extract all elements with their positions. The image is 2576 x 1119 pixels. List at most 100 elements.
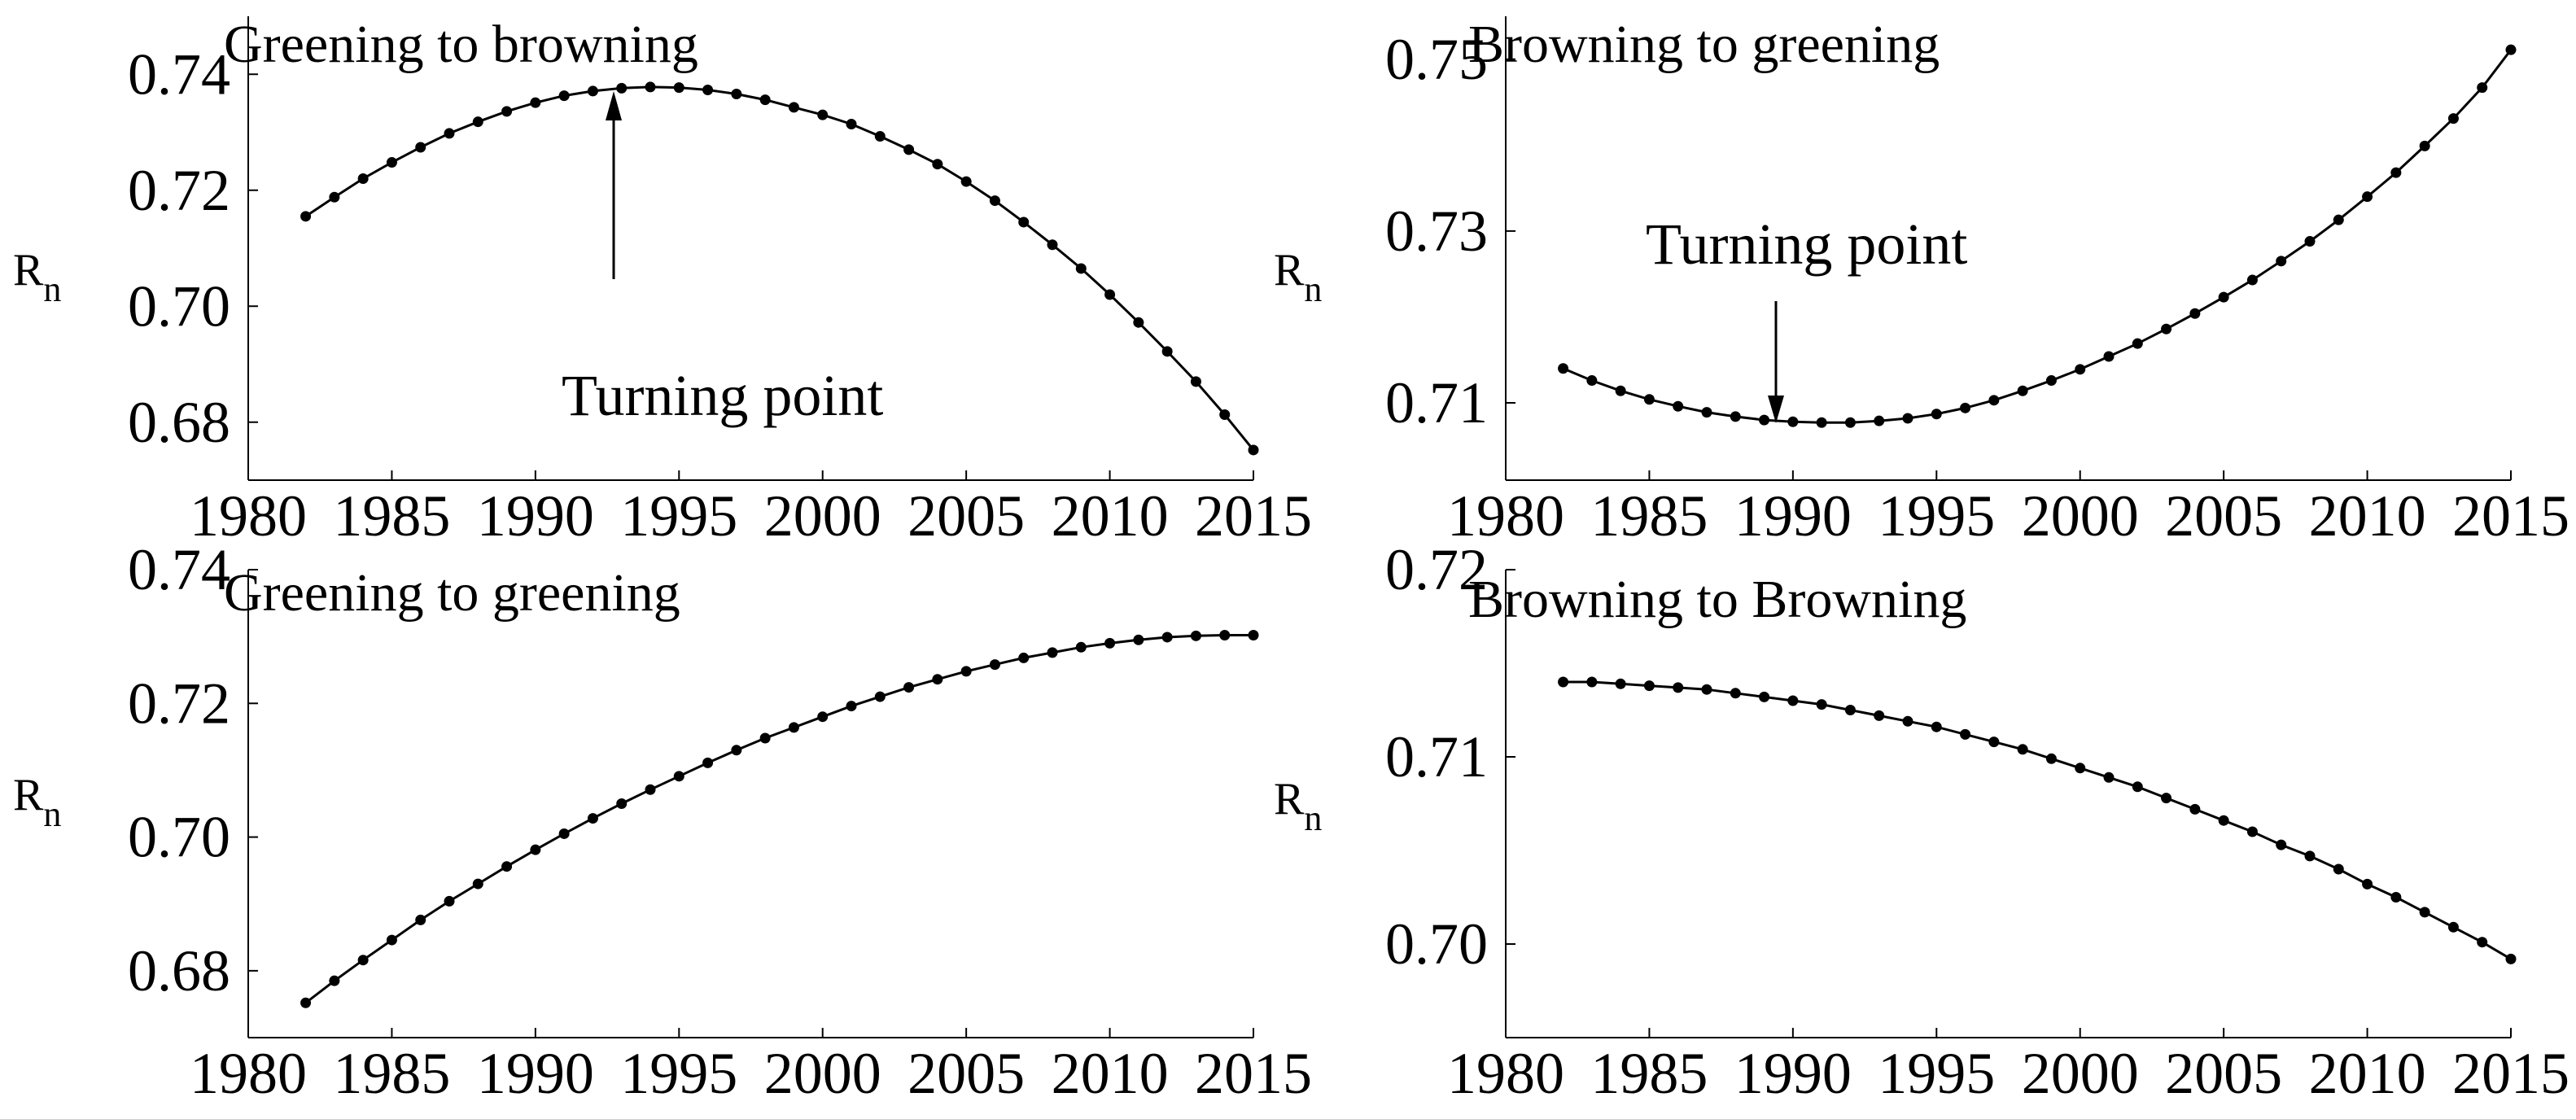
data-point	[1759, 691, 1770, 702]
x-tick-label: 1985	[1590, 1041, 1708, 1106]
data-point	[2304, 236, 2316, 247]
x-tick-label: 2005	[2165, 1041, 2282, 1106]
x-tick-label: 1980	[1447, 1041, 1564, 1106]
data-point	[2246, 274, 2258, 286]
x-tick-label: 1990	[477, 1041, 594, 1106]
data-point	[1104, 637, 1116, 649]
data-point	[1874, 415, 1885, 426]
data-point	[673, 82, 684, 94]
data-point	[903, 144, 915, 155]
data-point	[2132, 338, 2143, 349]
data-point	[1586, 375, 1598, 387]
y-axis-label: Rn	[13, 245, 61, 309]
data-point	[874, 691, 886, 702]
data-point	[2017, 744, 2028, 755]
data-point	[530, 97, 541, 108]
x-tick-label: 2010	[1052, 1041, 1169, 1106]
y-axis-label: Rn	[1274, 774, 1322, 838]
data-point	[357, 955, 369, 966]
turning-point-arrowhead	[606, 91, 622, 120]
x-tick-label: 2010	[2309, 483, 2426, 549]
data-point	[415, 142, 426, 153]
data-point	[1075, 641, 1087, 653]
x-tick-label: 1980	[1447, 483, 1564, 549]
turning-point-annotation: Turning point	[1646, 212, 1967, 277]
data-point	[2390, 167, 2402, 178]
data-point	[558, 828, 570, 839]
data-point	[2505, 953, 2517, 964]
data-point	[2218, 815, 2229, 826]
y-tick-label: 0.73	[1385, 199, 1488, 264]
data-point	[2447, 113, 2459, 125]
data-point	[2103, 351, 2115, 362]
data-point	[1219, 409, 1231, 420]
data-point	[1931, 721, 1942, 732]
data-point	[903, 682, 915, 693]
x-tick-label: 1985	[333, 483, 450, 549]
chart-title: Greening to greening	[224, 563, 680, 623]
data-point	[444, 895, 455, 907]
x-tick-label: 1990	[1734, 1041, 1852, 1106]
data-point	[558, 90, 570, 102]
y-tick-label: 0.75	[1385, 27, 1488, 92]
x-tick-label: 2000	[2022, 483, 2139, 549]
data-point	[2189, 308, 2201, 319]
chart-title: Browning to Browning	[1468, 570, 1966, 629]
turning-point-annotation: Turning point	[562, 363, 883, 428]
y-tick-label: 0.74	[128, 42, 230, 107]
data-point	[2246, 826, 2258, 837]
data-point	[874, 130, 886, 142]
data-point	[960, 176, 972, 187]
data-point	[386, 157, 397, 168]
data-point	[759, 94, 771, 106]
y-tick-label: 0.72	[1385, 537, 1488, 602]
x-tick-label: 2005	[908, 483, 1025, 549]
x-tick-label: 1995	[1878, 483, 1995, 549]
data-point	[329, 191, 340, 203]
data-point	[1190, 376, 1201, 387]
data-point	[1988, 737, 2000, 748]
y-axis-label: Rn	[1274, 245, 1322, 309]
x-tick-label: 2010	[1052, 483, 1169, 549]
data-point	[415, 914, 426, 925]
data-point	[357, 173, 369, 184]
x-tick-label: 1985	[1590, 483, 1708, 549]
x-tick-label: 2000	[764, 483, 881, 549]
data-point	[1075, 263, 1087, 274]
data-point	[2362, 878, 2373, 890]
data-point	[1018, 652, 1030, 663]
data-point	[1586, 676, 1598, 688]
data-point	[673, 771, 684, 782]
y-axis-label: Rn	[13, 770, 61, 834]
data-point	[329, 975, 340, 986]
data-point	[1931, 409, 1942, 420]
data-point	[616, 798, 628, 809]
data-point	[932, 674, 943, 685]
data-point	[2132, 781, 2143, 793]
y-tick-label: 0.70	[1385, 911, 1488, 977]
y-tick-label: 0.68	[128, 938, 230, 1003]
data-point	[817, 711, 829, 723]
data-point	[530, 844, 541, 855]
data-point	[788, 102, 799, 113]
data-point	[731, 88, 742, 99]
x-tick-label: 2005	[908, 1041, 1025, 1106]
x-tick-label: 1995	[620, 483, 737, 549]
data-point	[1133, 634, 1144, 645]
data-point	[587, 813, 598, 824]
data-point	[386, 934, 397, 946]
panel-browning-to-greening: 1980 1985 1990 1995 2000 2005 2010 2015 0.71 0.73…	[1274, 15, 2569, 549]
data-point	[587, 85, 598, 97]
data-point	[960, 666, 972, 677]
data-point	[1960, 728, 1971, 740]
data-point	[1701, 407, 1712, 418]
x-tick-label: 2005	[2165, 483, 2282, 549]
data-point	[2477, 82, 2488, 94]
data-point	[2276, 256, 2287, 267]
data-point	[444, 128, 455, 139]
data-point	[2045, 753, 2057, 764]
data-point	[1787, 416, 1799, 427]
data-point	[1047, 647, 1058, 658]
y-tick-label: 0.72	[128, 671, 230, 736]
